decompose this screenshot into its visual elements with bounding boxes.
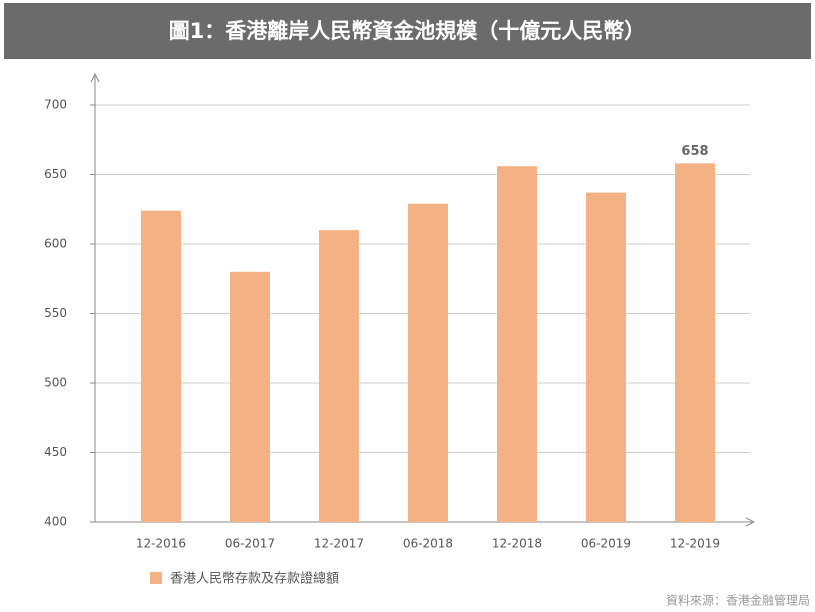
y-tick-label: 550 <box>44 306 67 320</box>
bar <box>408 203 448 522</box>
x-axis-arrow <box>745 517 756 527</box>
x-tick-label: 06-2018 <box>403 537 453 551</box>
legend-swatch <box>150 572 162 584</box>
x-tick-label: 12-2017 <box>314 537 364 551</box>
y-axis-arrow <box>90 72 100 83</box>
source-note: 資料來源：香港金融管理局 <box>666 593 810 608</box>
bar <box>497 166 537 522</box>
y-tick-label: 650 <box>44 167 67 181</box>
legend-label: 香港人民幣存款及存款證總額 <box>170 571 339 587</box>
x-tick-label: 06-2017 <box>225 537 275 551</box>
bar <box>319 230 359 522</box>
value-label: 658 <box>681 144 708 159</box>
y-tick-label: 700 <box>44 98 67 112</box>
y-tick-label: 450 <box>44 445 67 459</box>
bar <box>230 271 270 522</box>
y-tick-label: 400 <box>44 515 67 529</box>
title-banner <box>4 3 811 59</box>
bar <box>141 210 181 522</box>
x-tick-label: 06-2019 <box>581 537 631 551</box>
x-tick-label: 12-2018 <box>492 537 542 551</box>
x-tick-label: 12-2016 <box>136 537 186 551</box>
x-tick-label: 12-2019 <box>670 537 720 551</box>
bar <box>586 192 626 522</box>
bar <box>675 163 715 522</box>
y-tick-label: 600 <box>44 237 67 251</box>
chart-title: 圖1：香港離岸人民幣資金池規模（十億元人民幣） <box>169 19 646 43</box>
y-tick-label: 500 <box>44 376 67 390</box>
